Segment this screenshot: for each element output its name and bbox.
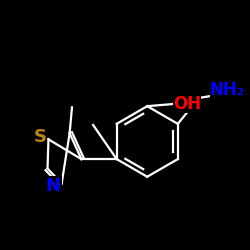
Text: NH₂: NH₂ — [210, 81, 245, 99]
Text: S: S — [34, 128, 46, 146]
Text: OH: OH — [173, 95, 201, 113]
Text: N: N — [46, 177, 61, 195]
